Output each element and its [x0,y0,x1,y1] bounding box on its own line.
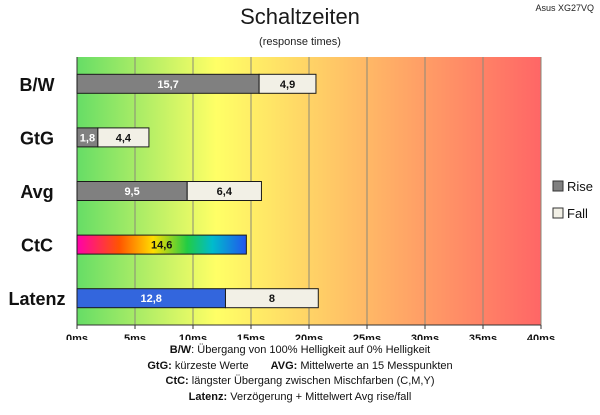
note-gtg-key: GtG: [147,359,172,372]
x-tick-label: 25ms [353,333,381,340]
x-tick-label: 35ms [469,333,497,340]
fall-bar [186,181,262,201]
legend-label: Fall [567,206,588,221]
fall-value-label: 8 [269,293,275,305]
rise-value-label: 9,5 [124,186,139,198]
bar-chart: 0ms 5ms 10ms 15ms 20ms 25ms 30ms 35ms 40ms B/W GtG… [8,57,593,340]
note-bw: B/W: Übergang von 100% Helligkeit auf 0%… [0,343,600,359]
legend-label: Rise [567,179,593,194]
monitor-model-label: Asus XG27VQ [535,3,594,13]
note-ctc-key: CtC: [165,375,189,387]
note-avg-key: AVG: [270,359,298,372]
category-label: Avg [20,182,53,202]
note-bw-key: B/W [169,344,192,356]
note-gtg-avg: GtG: kürzeste Werte AVG: Mittelwerte an 1… [0,359,600,375]
chart-subtitle: (response times) [259,36,341,48]
note-latenz-text: Verzögerung + Mittelwert Avg rise/fall [227,390,412,403]
chart-title: Schaltzeiten [240,4,360,29]
rise-value-label: 14,6 [151,240,172,252]
x-tick-label: 30ms [411,333,439,340]
category-label: B/W [20,75,55,95]
note-gtg-text: kürzeste Werte [171,359,249,372]
fall-value-label: 6,4 [217,186,233,198]
note-ctc-text: längster Übergang zwischen Mischfarben (… [188,375,435,387]
note-latenz: Latenz: Verzögerung + Mittelwert Avg ris… [0,390,600,406]
x-tick-label: 20ms [295,333,323,340]
fall-bar [258,73,317,94]
rise-bar [76,234,247,255]
note-avg-text: Mittelwerte an 15 Messpunkten [297,359,453,372]
rise-value-label: 1,8 [80,132,95,144]
category-label: Latenz [8,289,65,309]
fall-value-label: 4,4 [116,132,132,144]
legend-swatch [552,180,564,192]
category-label: CtC [21,236,53,256]
note-latenz-key: Latenz: [188,390,228,403]
chart-notes: B/W: Übergang von 100% Helligkeit auf 0%… [0,343,600,405]
x-tick-label: 10ms [179,333,207,340]
category-label: GtG [20,128,54,148]
rise-value-label: 15,7 [157,79,178,91]
x-tick-label: 40ms [527,333,555,340]
rise-value-label: 12,8 [141,293,162,305]
x-tick-label: 0ms [66,333,88,340]
x-tick-label: 5ms [124,333,146,340]
fall-bar [224,288,319,309]
fall-value-label: 4,9 [280,79,295,91]
fall-bar [97,127,150,148]
legend-swatch [552,207,564,219]
x-tick-label: 15ms [237,333,265,340]
note-bw-text: : Übergang von 100% Helligkeit auf 0% He… [191,344,431,356]
note-ctc: CtC: längster Übergang zwischen Mischfar… [0,374,600,390]
